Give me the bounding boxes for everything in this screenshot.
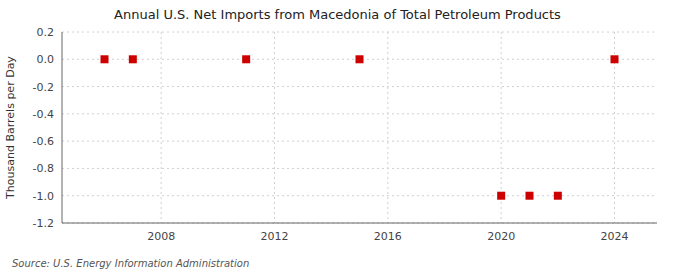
x-tick-label: 2020: [487, 230, 515, 243]
point: [242, 55, 250, 63]
x-tick-label: 2016: [374, 230, 402, 243]
point: [611, 55, 619, 63]
y-grid-line: [62, 195, 657, 196]
point: [497, 192, 505, 200]
point: [129, 55, 137, 63]
point: [526, 192, 534, 200]
y-tick-label: 0.0: [37, 53, 55, 66]
y-tick-label: -1.0: [33, 190, 54, 203]
grid: [62, 32, 657, 223]
points: [101, 55, 619, 199]
y-grid-line: [62, 32, 657, 33]
y-axis-line: [62, 32, 63, 223]
x-tick-label: 2024: [601, 230, 629, 243]
y-grid-line: [62, 168, 657, 169]
y-tick-label: -0.4: [33, 108, 54, 121]
x-grid-line: [274, 32, 275, 223]
source-note: Source: U.S. Energy Information Administ…: [12, 258, 249, 269]
title: Annual U.S. Net Imports from Macedonia o…: [114, 7, 561, 22]
point: [101, 55, 109, 63]
y-grid-line: [62, 86, 657, 87]
point: [554, 192, 562, 200]
y-tick-label: -0.8: [33, 162, 54, 175]
x-grid-line: [161, 32, 162, 223]
x-axis-line: [62, 223, 657, 224]
y-tick-label: -0.6: [33, 135, 54, 148]
point: [356, 55, 364, 63]
y-grid-line: [62, 141, 657, 142]
y-axis-label: Thousand Barrels per Day: [4, 56, 17, 200]
y-tick-label: -1.2: [33, 217, 54, 230]
y-tick-label: 0.2: [37, 26, 55, 39]
y-grid-line: [62, 223, 657, 224]
x-tick-label: 2008: [147, 230, 175, 243]
x-tick-label: 2012: [261, 230, 289, 243]
y-tick-label: -0.2: [33, 81, 54, 94]
chart: 0.2 0.0 -0.2 -0.4 -0.6 -0.8 -1.0 -1.2 2008 2012 20…: [0, 0, 675, 275]
y-grid-line: [62, 113, 657, 114]
x-grid-line: [387, 32, 388, 223]
